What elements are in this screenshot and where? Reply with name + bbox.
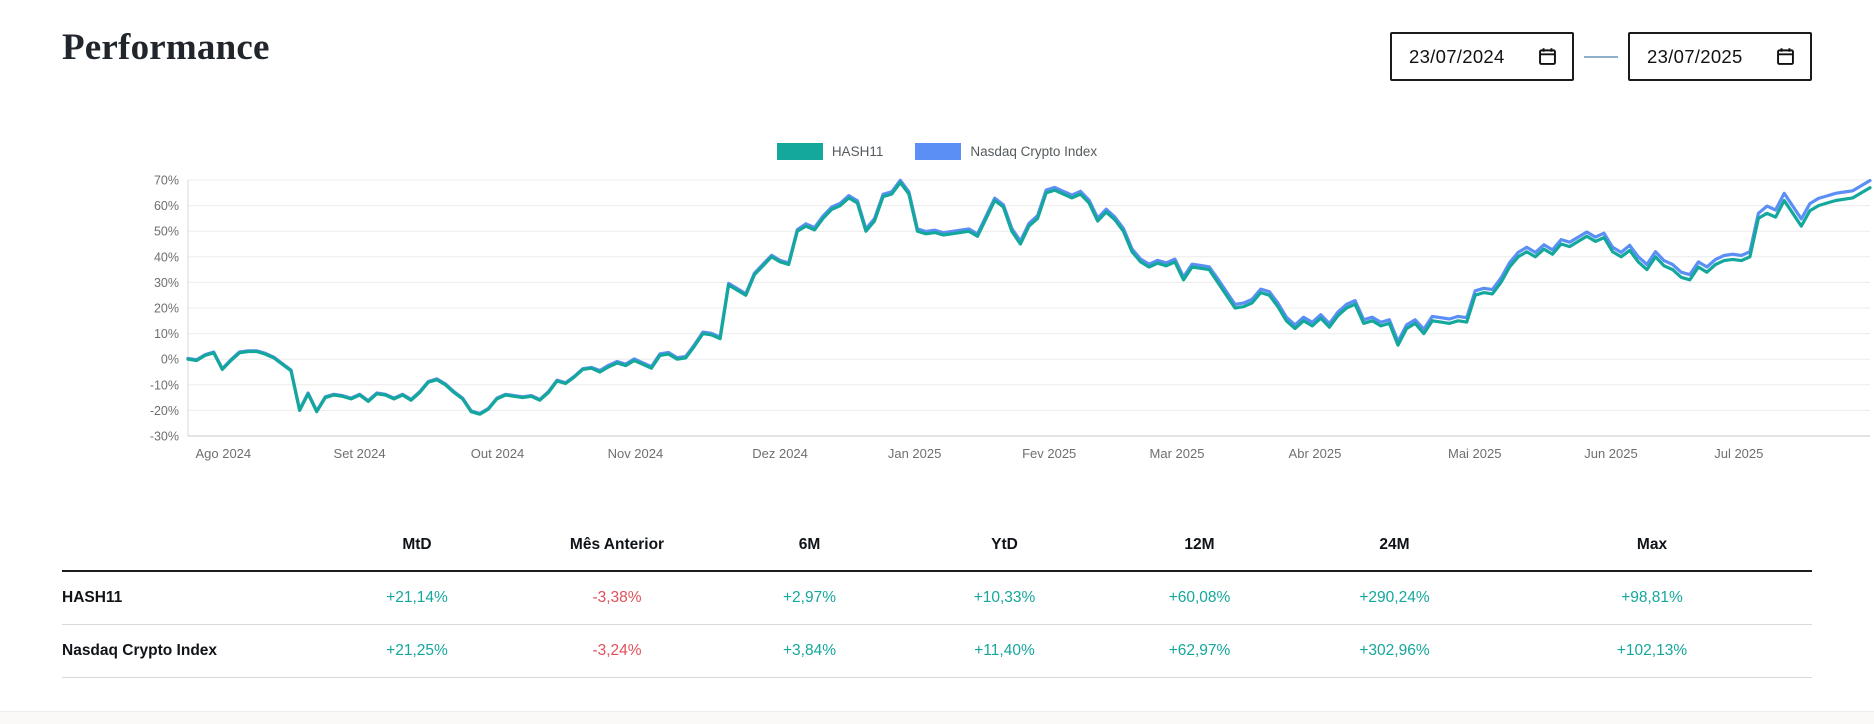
cell-value: +21,25% bbox=[386, 642, 448, 659]
y-axis-tick-label: 70% bbox=[154, 174, 179, 188]
col-header-max: Max bbox=[1636, 536, 1668, 553]
calendar-icon[interactable] bbox=[1537, 46, 1558, 67]
end-date-value: 23/07/2025 bbox=[1647, 45, 1743, 67]
x-axis-tick-label: Jul 2025 bbox=[1714, 446, 1763, 461]
y-axis-tick-label: -30% bbox=[150, 430, 179, 444]
row-name: HASH11 bbox=[62, 589, 123, 606]
date-range-picker: 23/07/2024 23/07/2025 bbox=[1390, 32, 1812, 81]
legend-label-nasdaq: Nasdaq Crypto Index bbox=[970, 144, 1098, 159]
cell-value: +102,13% bbox=[1616, 642, 1688, 659]
page-bottom-strip bbox=[0, 711, 1874, 724]
series-line-hash11 bbox=[186, 181, 1872, 416]
y-axis-tick-label: 10% bbox=[154, 327, 179, 341]
col-header-6m: 6M bbox=[798, 536, 821, 553]
legend-item-nasdaq[interactable]: Nasdaq Crypto Index bbox=[915, 143, 1097, 160]
performance-page: Performance 23/07/2024 23/07/2025 bbox=[62, 26, 1872, 678]
table-row-hash11: HASH11 +21,14% -3,38% +2,97% +10,33% +60… bbox=[62, 571, 1812, 625]
y-axis-tick-label: 50% bbox=[154, 225, 179, 239]
performance-chart: 70% 60% 50% 40% 30% 20% 10% 0% -10% -20% -30% Ago 2… bbox=[132, 168, 1872, 468]
row-name: Nasdaq Crypto Index bbox=[62, 642, 218, 659]
table-header-row: MtD Mês Anterior 6M YtD 12M 24M Max bbox=[62, 524, 1812, 571]
x-axis-tick-label: Mar 2025 bbox=[1150, 446, 1205, 461]
y-axis-tick-label: 60% bbox=[154, 199, 179, 213]
col-header-ytd: YtD bbox=[991, 536, 1018, 553]
cell-value: +10,33% bbox=[973, 589, 1036, 606]
cell-value: +3,84% bbox=[782, 642, 836, 659]
legend-label-hash11: HASH11 bbox=[831, 144, 884, 159]
y-axis-tick-label: -20% bbox=[150, 404, 179, 418]
cell-value: +60,08% bbox=[1168, 589, 1231, 606]
x-axis-tick-label: Nov 2024 bbox=[608, 446, 664, 461]
table-row-nasdaq: Nasdaq Crypto Index +21,25% -3,24% +3,84… bbox=[62, 625, 1812, 678]
x-axis-tick-label: Set 2024 bbox=[334, 446, 386, 461]
cell-value: +62,97% bbox=[1168, 642, 1231, 659]
chart-legend: HASH11 Nasdaq Crypto Index bbox=[62, 143, 1812, 160]
y-axis-tick-label: -10% bbox=[150, 378, 179, 392]
x-axis-tick-label: Dez 2024 bbox=[752, 446, 808, 461]
cell-value: +11,40% bbox=[974, 642, 1035, 659]
legend-swatch-nasdaq bbox=[915, 143, 962, 160]
y-axis-tick-label: 20% bbox=[154, 302, 179, 316]
date-range-separator bbox=[1584, 55, 1618, 58]
start-date-value: 23/07/2024 bbox=[1409, 45, 1505, 67]
page-title: Performance bbox=[62, 27, 270, 68]
end-date-input[interactable]: 23/07/2025 bbox=[1628, 32, 1812, 81]
page-header: Performance 23/07/2024 23/07/2025 bbox=[62, 26, 1812, 81]
cell-value: -3,38% bbox=[592, 589, 642, 606]
line-chart-canvas[interactable]: 70% 60% 50% 40% 30% 20% 10% 0% -10% -20% -30% Ago 2… bbox=[132, 168, 1874, 468]
cell-value: +302,96% bbox=[1359, 642, 1430, 659]
col-header-mes-anterior: Mês Anterior bbox=[569, 536, 665, 553]
col-header-empty bbox=[62, 524, 312, 571]
x-axis-tick-label: Jun 2025 bbox=[1584, 446, 1638, 461]
series-line-nasdaq-crypto-index bbox=[186, 178, 1872, 416]
col-header-24m: 24M bbox=[1379, 536, 1410, 553]
x-axis-tick-label: Jan 2025 bbox=[888, 446, 942, 461]
calendar-icon[interactable] bbox=[1775, 46, 1796, 67]
start-date-input[interactable]: 23/07/2024 bbox=[1390, 32, 1574, 81]
cell-value: -3,24% bbox=[592, 642, 642, 659]
x-axis-tick-label: Mai 2025 bbox=[1448, 446, 1501, 461]
cell-value: +98,81% bbox=[1621, 589, 1683, 606]
y-axis-tick-label: 0% bbox=[161, 353, 179, 367]
y-axis-tick-label: 30% bbox=[154, 276, 179, 290]
legend-swatch-hash11 bbox=[776, 143, 823, 160]
cell-value: +2,97% bbox=[782, 589, 836, 606]
x-axis-tick-label: Abr 2025 bbox=[1289, 446, 1342, 461]
x-axis-tick-label: Fev 2025 bbox=[1022, 446, 1076, 461]
col-header-mtd: MtD bbox=[402, 536, 432, 553]
cell-value: +290,24% bbox=[1359, 589, 1430, 606]
cell-value: +21,14% bbox=[386, 589, 448, 606]
y-axis-tick-label: 40% bbox=[154, 250, 179, 264]
x-axis-tick-label: Ago 2024 bbox=[195, 446, 251, 461]
col-header-12m: 12M bbox=[1184, 536, 1215, 553]
x-axis-tick-label: Out 2024 bbox=[471, 446, 525, 461]
legend-item-hash11[interactable]: HASH11 bbox=[776, 143, 884, 160]
performance-table: MtD Mês Anterior 6M YtD 12M 24M Max HASH… bbox=[62, 524, 1812, 678]
